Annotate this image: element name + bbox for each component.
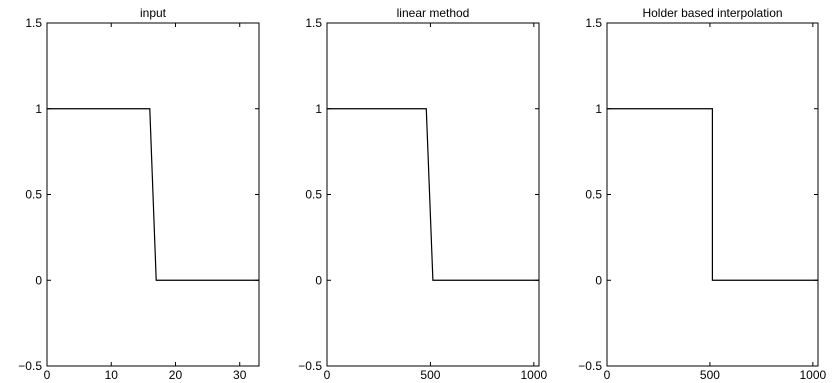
y-tick-label: −0.5 (298, 359, 322, 373)
x-tick-label: 500 (420, 368, 440, 382)
x-tick-label: 0 (324, 368, 331, 382)
subplot-1: input−0.500.511.50 10 20 30 (18, 6, 260, 382)
subplot-title: linear method (397, 6, 470, 20)
x-tick-label: 30 (233, 368, 247, 382)
y-tick-label: 0 (595, 273, 602, 287)
series-line-1 (47, 108, 259, 281)
y-tick-label: 0.5 (585, 188, 602, 202)
x-tick-label: 1000 (520, 368, 547, 382)
y-tick-label: −0.5 (578, 359, 602, 373)
y-tick-label: 0 (35, 273, 42, 287)
x-tick-label: 10 (105, 368, 119, 382)
y-tick-label: 1.5 (25, 16, 42, 30)
y-tick-label: 1.5 (585, 16, 602, 30)
series-line-1 (607, 108, 818, 281)
y-tick-label: 0.5 (305, 188, 322, 202)
y-tick-label: 1 (315, 102, 322, 116)
subplot-2: linear method−0.500.511.50 500 1000 (298, 6, 547, 382)
axes-frame (326, 22, 540, 367)
x-tick-label: 0 (44, 368, 51, 382)
y-tick-label: 1.5 (305, 16, 322, 30)
series-line-1 (327, 108, 539, 281)
y-tick-label: 1 (595, 102, 602, 116)
y-tick-label: −0.5 (18, 359, 42, 373)
y-tick-label: 0 (315, 273, 322, 287)
y-tick-label: 0.5 (25, 188, 42, 202)
x-tick-label: 20 (169, 368, 183, 382)
subplot-3: Holder based interpolation−0.500.511.50 5… (578, 6, 826, 382)
x-tick-label: 1000 (800, 368, 827, 382)
x-tick-label: 0 (604, 368, 611, 382)
y-tick-label: 1 (35, 102, 42, 116)
x-tick-label: 500 (700, 368, 720, 382)
subplot-title: Holder based interpolation (642, 6, 782, 20)
subplot-title: input (140, 6, 167, 20)
